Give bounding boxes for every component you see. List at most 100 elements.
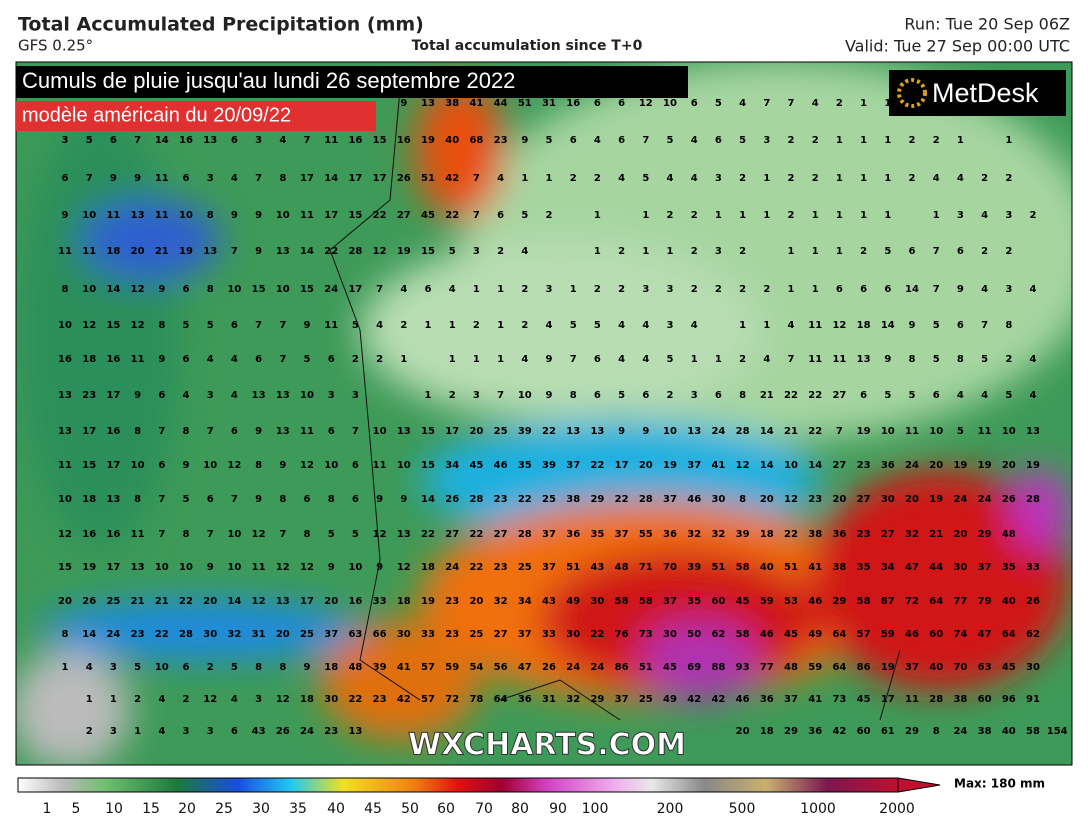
map-value: 21 [760, 390, 774, 401]
map-value: 1 [134, 726, 141, 737]
map-value: 5 [981, 354, 988, 365]
map-value: 7 [933, 246, 940, 257]
map-value: 44 [494, 98, 508, 109]
map-value: 17 [300, 596, 314, 607]
map-value: 34 [518, 596, 532, 607]
map-value: 4 [183, 390, 190, 401]
map-value: 6 [183, 662, 190, 673]
map-value: 72 [445, 694, 459, 705]
map-value: 14 [881, 320, 895, 331]
map-value: 19 [1026, 460, 1040, 471]
map-value: 60 [711, 596, 725, 607]
map-value: 22 [445, 210, 459, 221]
map-value: 35 [518, 460, 532, 471]
map-value: 33 [373, 596, 387, 607]
map-value: 8 [207, 210, 214, 221]
map-value: 23 [494, 135, 508, 146]
map-value: 2 [207, 662, 214, 673]
map-value: 27 [881, 529, 895, 540]
map-value: 6 [957, 320, 964, 331]
map-value: 2 [667, 210, 674, 221]
map-value: 1 [860, 98, 867, 109]
map-value: 30 [397, 629, 411, 640]
map-value: 50 [687, 629, 701, 640]
map-value: 13 [397, 426, 411, 437]
map-value: 5 [328, 529, 335, 540]
map-value: 55 [639, 529, 653, 540]
map-value: 42 [687, 694, 701, 705]
map-value: 1 [62, 662, 69, 673]
map-value: 6 [183, 173, 190, 184]
map-value: 2 [376, 354, 383, 365]
map-value: 22 [808, 390, 822, 401]
map-value: 10 [324, 460, 338, 471]
map-value: 17 [106, 460, 120, 471]
map-value: 20 [324, 596, 338, 607]
map-value: 15 [82, 460, 96, 471]
map-value: 10 [348, 562, 362, 573]
map-value: 22 [542, 426, 556, 437]
map-value: 28 [348, 246, 362, 257]
map-value: 51 [421, 173, 435, 184]
map-value: 48 [348, 662, 362, 673]
map-value: 6 [62, 173, 69, 184]
map-value: 57 [421, 662, 435, 673]
map-value: 5 [642, 173, 649, 184]
map-value: 69 [687, 662, 701, 673]
map-value: 36 [832, 529, 846, 540]
map-value: 24 [953, 494, 967, 505]
map-value: 49 [566, 596, 580, 607]
map-value: 30 [590, 596, 604, 607]
map-value: 8 [279, 494, 286, 505]
map-value: 3 [691, 390, 698, 401]
map-value: 1 [642, 246, 649, 257]
map-value: 19 [881, 662, 895, 673]
map-value: 29 [905, 726, 919, 737]
map-value: 12 [736, 460, 750, 471]
colorbar-label: 25 [215, 801, 233, 817]
map-value: 37 [687, 460, 701, 471]
map-value: 40 [1002, 596, 1016, 607]
map-value: 19 [397, 246, 411, 257]
map-value: 12 [300, 460, 314, 471]
map-value: 10 [1002, 426, 1016, 437]
map-value: 4 [231, 354, 238, 365]
map-value: 7 [255, 173, 262, 184]
map-value: 11 [808, 320, 822, 331]
map-value: 8 [1005, 320, 1012, 331]
map-value: 29 [978, 529, 992, 540]
map-value: 63 [348, 629, 362, 640]
map-value: 64 [1002, 629, 1016, 640]
map-value: 12 [82, 320, 96, 331]
map-value: 8 [158, 320, 165, 331]
map-value: 12 [373, 529, 387, 540]
map-value: 4 [231, 173, 238, 184]
map-value: 2 [473, 320, 480, 331]
map-value: 5 [546, 135, 553, 146]
map-value: 6 [304, 494, 311, 505]
map-value: 39 [542, 460, 556, 471]
map-value: 6 [884, 284, 891, 295]
map-value: 17 [300, 173, 314, 184]
map-value: 18 [82, 494, 96, 505]
map-value: 10 [179, 562, 193, 573]
map-value: 23 [324, 726, 338, 737]
map-value: 2 [860, 246, 867, 257]
map-value: 48 [784, 662, 798, 673]
map-value: 59 [445, 662, 459, 673]
map-value: 1 [763, 173, 770, 184]
map-value: 26 [276, 726, 290, 737]
map-value: 39 [518, 426, 532, 437]
map-value: 12 [832, 320, 846, 331]
map-value: 62 [1026, 629, 1040, 640]
map-value: 16 [179, 135, 193, 146]
map-value: 60 [978, 694, 992, 705]
map-value: 1 [763, 320, 770, 331]
map-value: 8 [328, 494, 335, 505]
map-value: 13 [397, 529, 411, 540]
map-value: 18 [760, 726, 774, 737]
map-value: 24 [590, 662, 604, 673]
map-value: 37 [542, 529, 556, 540]
map-value: 2 [1005, 173, 1012, 184]
map-value: 1 [715, 354, 722, 365]
